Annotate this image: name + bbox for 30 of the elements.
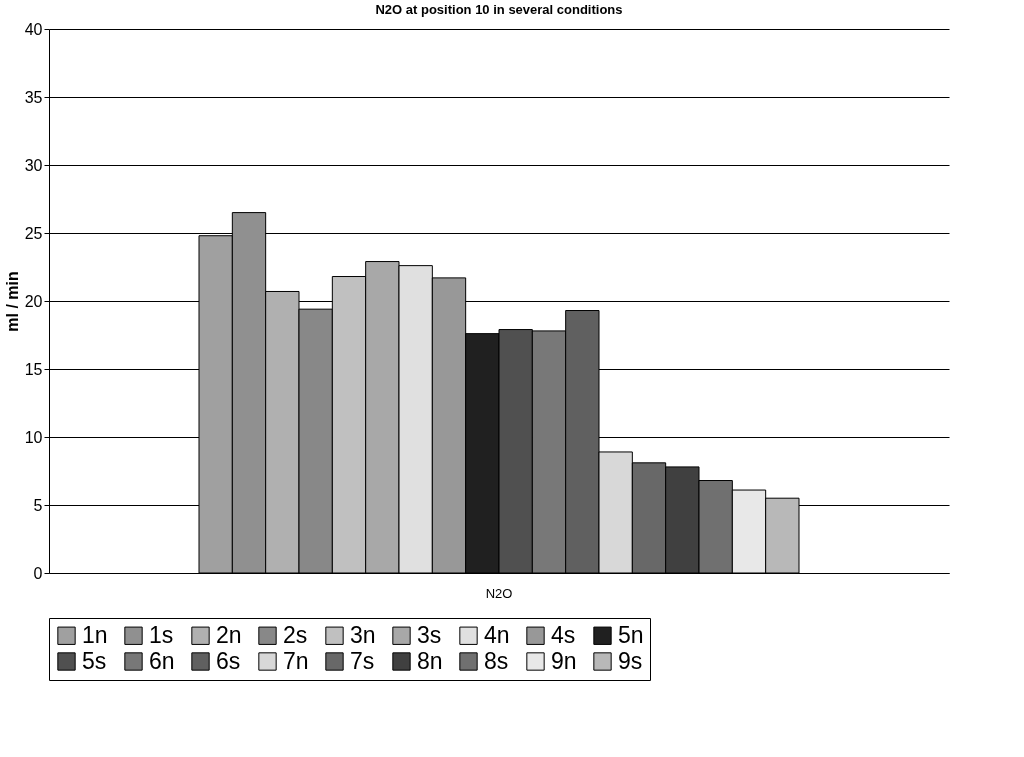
legend-label: 5s bbox=[82, 647, 107, 674]
y-tick-label: 25 bbox=[24, 224, 43, 242]
x-tick-label: N2O bbox=[485, 585, 513, 601]
legend-label: 2s bbox=[283, 621, 308, 648]
legend-label: 4n bbox=[484, 621, 510, 648]
y-tick-label: 10 bbox=[24, 428, 43, 446]
legend-label: 7s bbox=[350, 647, 375, 674]
y-axis-title: ml / min bbox=[3, 271, 21, 332]
legend-label: 9s bbox=[618, 647, 643, 674]
y-tick-label: 0 bbox=[33, 564, 43, 582]
legend-label: 7n bbox=[283, 647, 309, 674]
y-tick-label: 35 bbox=[24, 88, 43, 106]
legend-label: 3s bbox=[417, 621, 442, 648]
legend-label: 6n bbox=[149, 647, 175, 674]
legend-label: 5n bbox=[618, 621, 644, 648]
chart-title: N2O at position 10 in several conditions bbox=[375, 2, 623, 17]
y-tick-label: 15 bbox=[24, 360, 43, 378]
legend-label: 8s bbox=[484, 647, 509, 674]
legend-label: 3n bbox=[350, 621, 376, 648]
y-tick-label: 40 bbox=[24, 20, 43, 38]
legend-label: 1s bbox=[149, 621, 174, 648]
legend-label: 9n bbox=[551, 647, 577, 674]
y-tick-label: 20 bbox=[24, 292, 43, 310]
legend-label: 6s bbox=[216, 647, 241, 674]
legend-label: 8n bbox=[417, 647, 443, 674]
legend-label: 2n bbox=[216, 621, 242, 648]
y-tick-label: 5 bbox=[33, 496, 43, 514]
legend-label: 4s bbox=[551, 621, 576, 648]
y-tick-label: 30 bbox=[24, 156, 43, 174]
legend-label: 1n bbox=[82, 621, 108, 648]
